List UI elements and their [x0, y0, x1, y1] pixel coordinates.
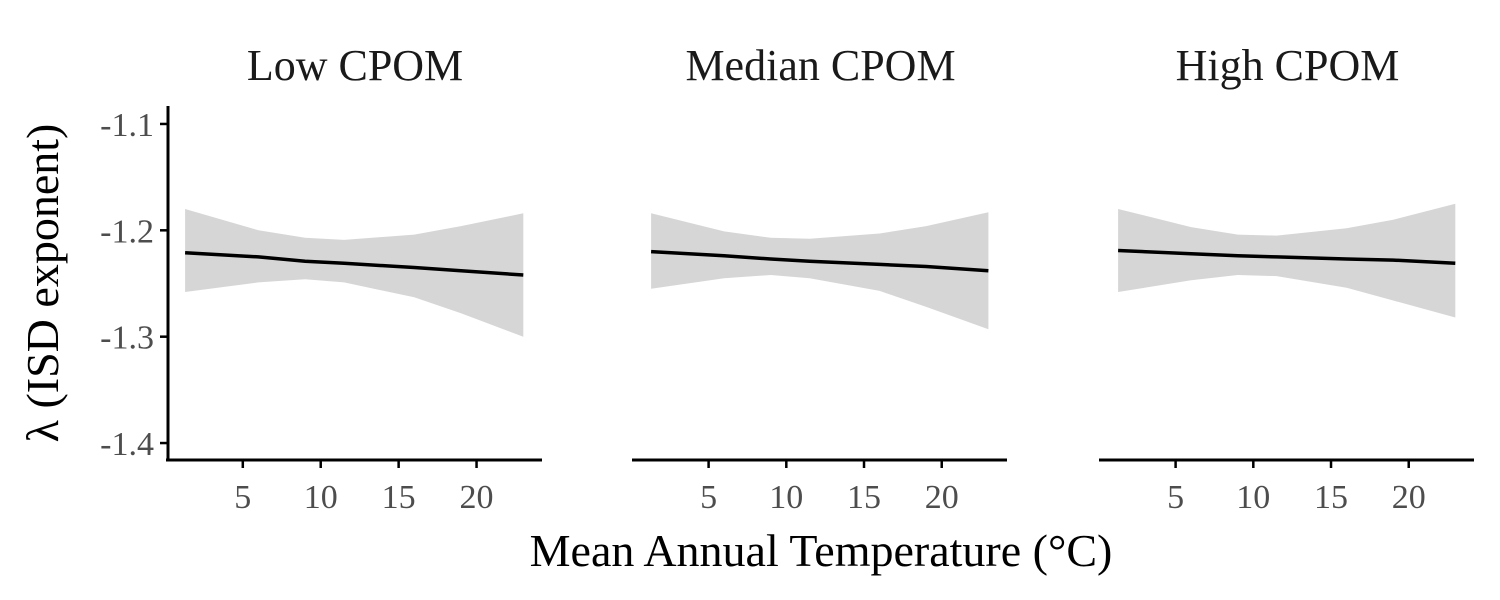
x-tick-label: 20: [460, 479, 494, 516]
facet-panel: 5 10 15 20 Low CPOM -1.1 -1.2 -1.3 -1.4: [100, 41, 542, 516]
y-tick-label: -1.4: [100, 426, 154, 463]
x-tick-label: 5: [234, 479, 251, 516]
x-tick-label: 15: [382, 479, 416, 516]
x-tick-label: 15: [847, 479, 881, 516]
x-tick-label: 10: [1236, 479, 1270, 516]
x-tick-label: 10: [769, 479, 803, 516]
facet-title: Low CPOM: [247, 41, 463, 90]
facet-panel: 5 10 15 20 Median CPOM: [632, 41, 1007, 516]
facet-title: Median CPOM: [685, 41, 955, 90]
fit-line: [650, 249, 989, 273]
x-tick-label: 20: [1392, 479, 1426, 516]
x-tick-label: 10: [304, 479, 338, 516]
confidence-ribbon: [185, 209, 524, 337]
x-tick-label: 15: [1314, 479, 1348, 516]
y-axis-title: λ (ISD exponent): [17, 124, 68, 443]
y-tick-label: -1.1: [100, 107, 154, 144]
y-tick-label: -1.3: [100, 320, 154, 357]
confidence-ribbon: [1118, 203, 1456, 318]
facet-title: High CPOM: [1176, 41, 1400, 90]
x-tick-label: 5: [700, 479, 717, 516]
facet-panel: 5 10 15 20 High CPOM: [1099, 41, 1474, 516]
fit-line: [184, 250, 524, 277]
y-tick-label: -1.2: [100, 213, 154, 250]
confidence-ribbon: [651, 212, 989, 330]
fit-line: [1118, 248, 1456, 266]
x-tick-label: 20: [925, 479, 959, 516]
x-tick-label: 5: [1167, 479, 1184, 516]
x-axis-title: Mean Annual Temperature (°C): [530, 525, 1113, 576]
